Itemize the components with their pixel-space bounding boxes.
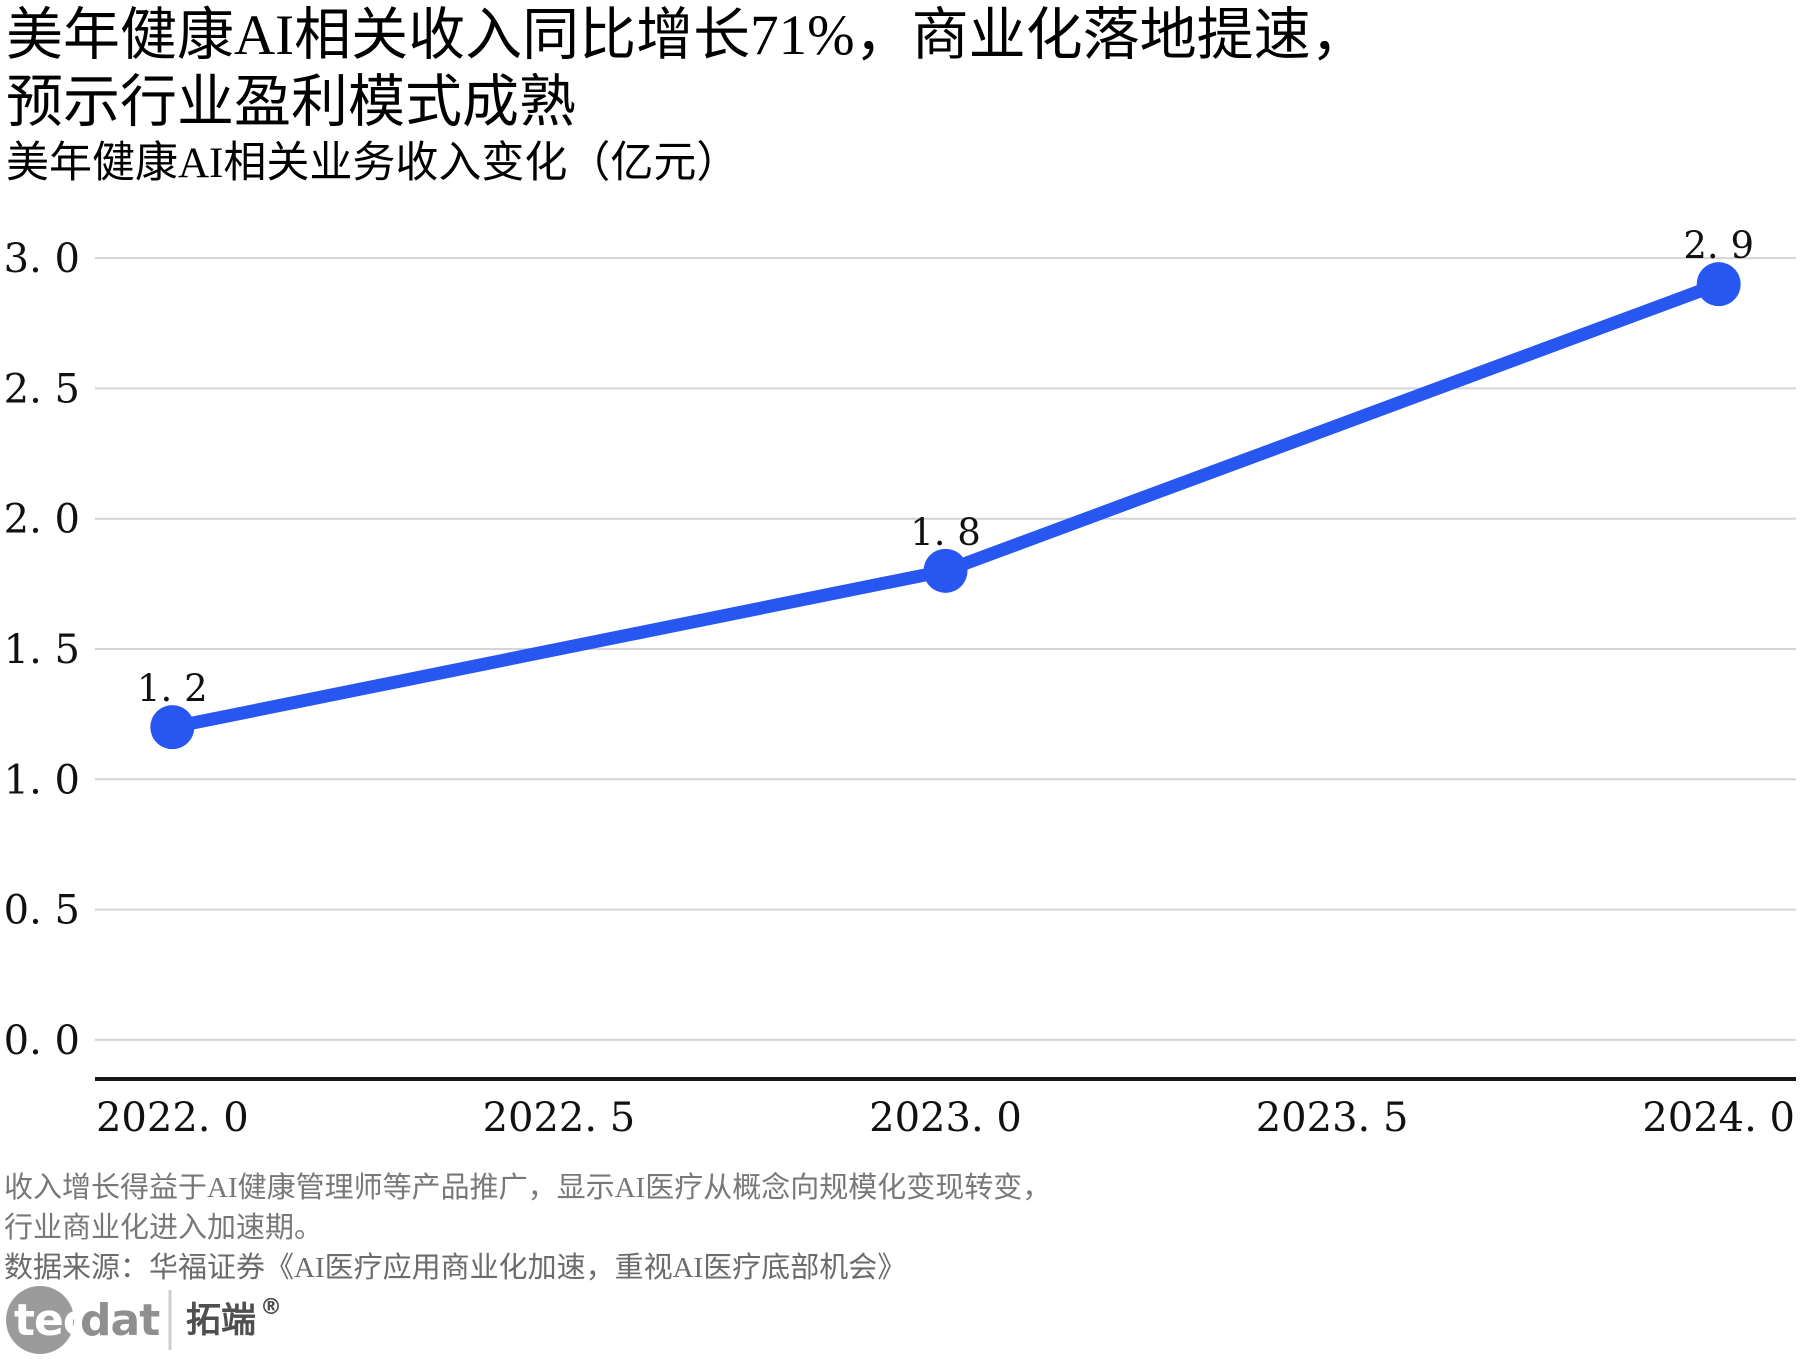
x-tick-label: 2022. 5 — [483, 1095, 636, 1141]
data-source-line: 数据来源：华福证券《AI医疗应用商业化加速，重视AI医疗底部机会》 — [4, 1252, 907, 1284]
y-tick-label: 1. 0 — [4, 757, 80, 803]
page-title-line2: 预示行业盈利模式成熟 — [6, 71, 576, 134]
annotation-line2: 行业商业化进入加速期。 — [4, 1212, 324, 1244]
logo-circle — [6, 1286, 74, 1354]
y-tick-label: 2. 0 — [4, 497, 80, 543]
data-point-label: 2. 9 — [1683, 224, 1754, 267]
x-tick-label: 2022. 0 — [96, 1095, 249, 1141]
y-tick-label: 0. 5 — [4, 888, 80, 934]
data-point — [1696, 262, 1741, 307]
registered-trademark-icon: ® — [260, 1295, 282, 1320]
y-tick-label: 2. 5 — [4, 366, 80, 412]
tecdat-logo: tec dat 拓端 ® — [6, 1286, 282, 1354]
page-title: 美年健康AI相关收入同比增长71%，商业化落地提速， 预示行业盈利模式成熟 — [6, 2, 1806, 136]
logo-text-cjk: 拓端 — [186, 1301, 256, 1341]
annotation-line1: 收入增长得益于AI健康管理师等产品推广，显示AI医疗从概念向规模化变现转变， — [4, 1172, 1052, 1204]
logo-text-tec: tec — [14, 1295, 88, 1346]
x-tick-label: 2024. 0 — [1642, 1095, 1795, 1141]
data-point-label: 1. 8 — [910, 511, 981, 554]
x-tick-label: 2023. 0 — [869, 1095, 1022, 1141]
revenue-line — [165, 277, 1726, 734]
data-point-label: 1. 2 — [137, 667, 208, 710]
chart-title: 美年健康AI相关业务收入变化（亿元） — [6, 140, 740, 187]
y-tick-label: 0. 0 — [4, 1018, 80, 1064]
data-point — [923, 548, 968, 593]
revenue-line-chart: 0. 0 0. 5 1. 0 1. 5 2. 0 2. 5 3. 0 2022. 0 2022.… — [4, 224, 1796, 1141]
y-tick-label: 1. 5 — [4, 627, 80, 673]
y-tick-label: 3. 0 — [4, 236, 80, 282]
page-title-line1: 美年健康AI相关收入同比增长71%，商业化落地提速， — [6, 4, 1368, 67]
logo-text-dat: dat — [80, 1295, 160, 1346]
x-tick-label: 2023. 5 — [1256, 1095, 1409, 1141]
data-point — [150, 705, 195, 750]
